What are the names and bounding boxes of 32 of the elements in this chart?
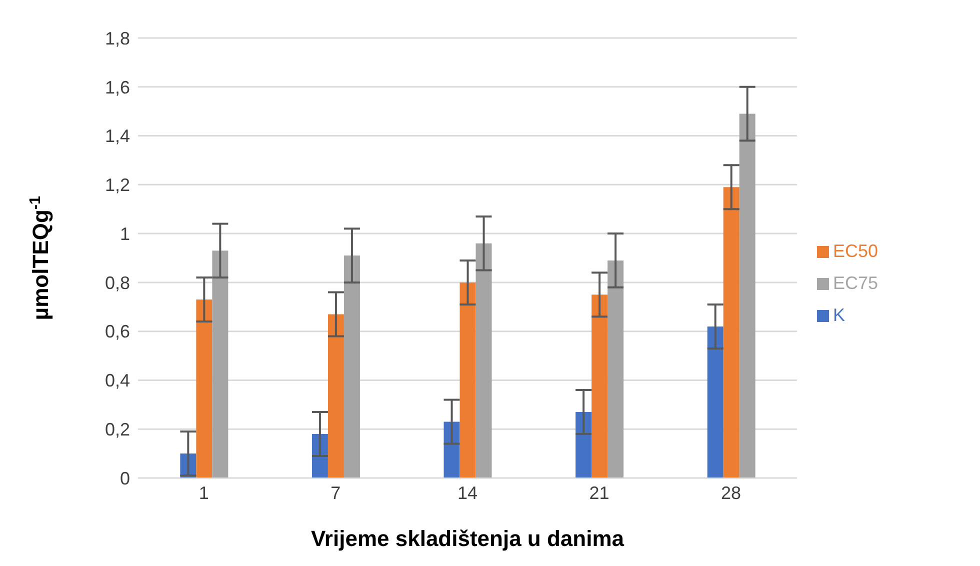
y-tick-label: 0,2 <box>104 420 130 440</box>
bar <box>212 250 228 478</box>
bar <box>592 294 608 478</box>
x-tick-label: 28 <box>721 482 742 503</box>
bar <box>444 422 460 478</box>
y-tick-label: 0,8 <box>104 272 130 293</box>
bar <box>460 282 476 478</box>
x-tick-label: 21 <box>589 482 610 503</box>
bar <box>739 114 756 478</box>
y-tick-label: 0 <box>120 468 130 488</box>
bar <box>723 187 740 478</box>
legend-label: EC75 <box>832 273 878 293</box>
legend-label: K <box>832 305 845 325</box>
bar <box>576 412 592 478</box>
x-tick-label: 14 <box>457 482 478 503</box>
y-tick-label: 1,8 <box>104 28 130 48</box>
x-tick-label: 1 <box>198 482 209 503</box>
bar <box>328 314 344 478</box>
bar <box>196 300 212 478</box>
legend-label: EC50 <box>832 241 878 261</box>
y-tick-label: 0,6 <box>104 322 130 342</box>
y-tick-label: 1 <box>120 224 130 244</box>
y-tick-label: 1,2 <box>104 175 130 196</box>
y-tick-label: 1,6 <box>104 77 130 98</box>
y-tick-label: 0,4 <box>104 370 130 391</box>
y-tick-label: 1,4 <box>104 126 130 146</box>
bar <box>344 256 360 478</box>
bar <box>476 243 492 478</box>
x-axis-title: Vrijeme skladištenja u danima <box>310 526 625 551</box>
x-tick-label: 7 <box>330 482 341 503</box>
bar <box>707 326 724 478</box>
bar <box>608 260 624 478</box>
